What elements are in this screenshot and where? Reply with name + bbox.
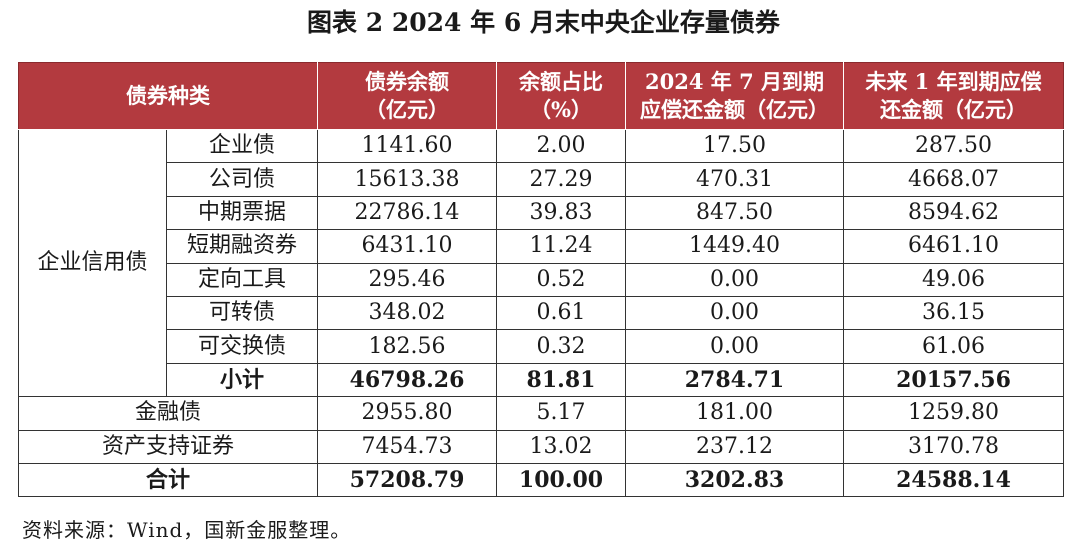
table-row: 可转债 348.02 0.61 0.00 36.15 <box>19 295 1064 331</box>
table-row: 企业信用债 企业债 1141.60 2.00 17.50 287.50 <box>18 128 1064 398</box>
row-name: 金融债 <box>18 396 318 431</box>
row-share: 27.29 <box>496 162 626 197</box>
row-balance: 1141.60 <box>317 128 497 164</box>
row-due-year: 49.06 <box>843 262 1064 297</box>
row-due-july: 847.50 <box>625 195 844 231</box>
row-share: 5.17 <box>496 396 626 431</box>
row-share: 11.24 <box>496 229 626 264</box>
subtotal-balance: 46798.26 <box>317 362 497 398</box>
figure-title: 图表 2 2024 年 6 月末中央企业存量债券 <box>307 8 780 37</box>
header-share-line2: （%） <box>530 97 592 122</box>
row-due-july: 17.50 <box>625 128 844 164</box>
subtotal-row: 小计 46798.26 81.81 2784.71 20157.56 <box>19 362 1064 398</box>
row-name: 企业债 <box>166 128 318 164</box>
row-name: 中期票据 <box>166 195 318 231</box>
header-share: 余额占比 （%） <box>496 62 626 130</box>
row-name: 可交换债 <box>166 329 318 364</box>
header-due-july: 2024 年 7 月到期 应偿还金额（亿元） <box>625 62 844 130</box>
row-due-july: 0.00 <box>625 329 844 364</box>
row-due-year: 36.15 <box>843 295 1064 331</box>
row-due-july: 1449.40 <box>625 229 844 264</box>
total-row: 合计 57208.79 100.00 3202.83 24588.14 <box>18 462 1064 498</box>
total-due-year: 24588.14 <box>843 462 1064 498</box>
row-due-year: 1259.80 <box>843 396 1064 431</box>
total-label: 合计 <box>18 462 318 498</box>
header-balance-line2: （亿元） <box>365 97 449 122</box>
subtotal-label: 小计 <box>166 362 318 398</box>
subtotal-due-july: 2784.71 <box>625 362 844 398</box>
subtotal-due-year: 20157.56 <box>843 362 1064 398</box>
row-due-year: 8594.62 <box>843 195 1064 231</box>
row-share: 2.00 <box>496 128 626 164</box>
table-row: 可交换债 182.56 0.32 0.00 61.06 <box>19 329 1064 364</box>
header-row: 债券种类 债券余额 （亿元） 余额占比 （%） 2024 年 7 月到期 应偿还… <box>18 62 1064 130</box>
header-due-year-line2: 还金额（亿元） <box>880 97 1027 122</box>
total-balance: 57208.79 <box>317 462 497 498</box>
group-label-cell: 企业信用债 <box>18 128 167 398</box>
row-due-year: 6461.10 <box>843 229 1064 264</box>
total-due-july: 3202.83 <box>625 462 844 498</box>
table-row: 短期融资券 6431.10 11.24 1449.40 6461.10 <box>19 229 1064 264</box>
row-share: 0.52 <box>496 262 626 297</box>
row-balance: 22786.14 <box>317 195 497 231</box>
total-share: 100.00 <box>496 462 626 498</box>
row-due-july: 470.31 <box>625 162 844 197</box>
header-balance: 债券余额 （亿元） <box>317 62 497 130</box>
header-category: 债券种类 <box>18 62 318 130</box>
row-due-year: 61.06 <box>843 329 1064 364</box>
row-name: 可转债 <box>166 295 318 331</box>
row-due-year: 4668.07 <box>843 162 1064 197</box>
row-share: 13.02 <box>496 429 626 464</box>
row-balance: 15613.38 <box>317 162 497 197</box>
row-balance: 182.56 <box>317 329 497 364</box>
row-due-july: 237.12 <box>625 429 844 464</box>
row-share: 0.61 <box>496 295 626 331</box>
row-share: 39.83 <box>496 195 626 231</box>
row-balance: 7454.73 <box>317 429 497 464</box>
header-share-line1: 余额占比 <box>519 69 603 94</box>
row-name: 定向工具 <box>166 262 318 297</box>
row-due-year: 287.50 <box>843 128 1064 164</box>
header-due-july-line1: 2024 年 7 月到期 <box>645 69 824 94</box>
table-row: 中期票据 22786.14 39.83 847.50 8594.62 <box>19 195 1064 231</box>
source-note: 资料来源：Wind，国新金服整理。 <box>22 518 352 542</box>
table-row: 资产支持证券 7454.73 13.02 237.12 3170.78 <box>18 429 1064 464</box>
row-due-july: 181.00 <box>625 396 844 431</box>
row-due-july: 0.00 <box>625 262 844 297</box>
bond-table: 债券种类 债券余额 （亿元） 余额占比 （%） 2024 年 7 月到期 应偿还… <box>18 62 1064 498</box>
table-row: 金融债 2955.80 5.17 181.00 1259.80 <box>18 396 1064 431</box>
header-due-year: 未来 1 年到期应偿 还金额（亿元） <box>843 62 1064 130</box>
row-name: 短期融资券 <box>166 229 318 264</box>
table-row: 公司债 15613.38 27.29 470.31 4668.07 <box>19 162 1064 197</box>
row-share: 0.32 <box>496 329 626 364</box>
table-row: 定向工具 295.46 0.52 0.00 49.06 <box>19 262 1064 297</box>
header-balance-line1: 债券余额 <box>365 69 449 94</box>
row-name: 资产支持证券 <box>18 429 318 464</box>
row-due-july: 0.00 <box>625 295 844 331</box>
row-balance: 295.46 <box>317 262 497 297</box>
subtotal-share: 81.81 <box>496 362 626 398</box>
row-balance: 2955.80 <box>317 396 497 431</box>
row-due-year: 3170.78 <box>843 429 1064 464</box>
header-due-july-line2: 应偿还金额（亿元） <box>640 97 829 122</box>
row-name: 公司债 <box>166 162 318 197</box>
header-due-year-line1: 未来 1 年到期应偿 <box>865 69 1042 94</box>
row-balance: 6431.10 <box>317 229 497 264</box>
row-balance: 348.02 <box>317 295 497 331</box>
